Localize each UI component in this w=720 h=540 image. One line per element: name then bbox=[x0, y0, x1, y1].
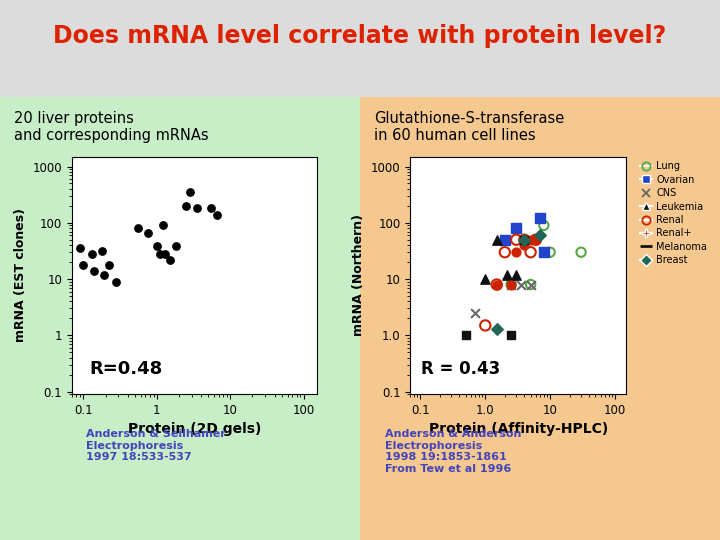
Point bbox=[151, 242, 163, 251]
Point bbox=[510, 248, 522, 256]
X-axis label: Protein (Affinity-HPLC): Protein (Affinity-HPLC) bbox=[429, 422, 608, 436]
Point bbox=[499, 248, 510, 256]
Text: 20 liver proteins
and corresponding mRNAs: 20 liver proteins and corresponding mRNA… bbox=[14, 111, 209, 143]
Point bbox=[491, 235, 503, 244]
Point bbox=[518, 235, 530, 244]
Legend: Lung, Ovarian, CNS, Leukemia, Renal, Renal+, Melanoma, Breast: Lung, Ovarian, CNS, Leukemia, Renal, Ren… bbox=[640, 161, 707, 265]
Point bbox=[211, 210, 222, 219]
Text: R = 0.43: R = 0.43 bbox=[421, 360, 500, 377]
Text: Anderson & Seilhamer
Electrophoresis
1997 18:533-537: Anderson & Seilhamer Electrophoresis 199… bbox=[86, 429, 226, 462]
Point bbox=[499, 235, 510, 244]
Point bbox=[575, 248, 587, 256]
Point bbox=[142, 229, 153, 238]
Y-axis label: mRNA (Northern): mRNA (Northern) bbox=[353, 214, 366, 336]
Point bbox=[157, 221, 168, 230]
Text: R=0.48: R=0.48 bbox=[89, 360, 163, 377]
Point bbox=[181, 201, 192, 210]
Text: Anderson & Anderson
Electrophoresis
1998 19:1853-1861
From Tew et al 1996: Anderson & Anderson Electrophoresis 1998… bbox=[385, 429, 521, 474]
Y-axis label: mRNA (EST clones): mRNA (EST clones) bbox=[14, 208, 27, 342]
Point bbox=[530, 235, 541, 244]
Point bbox=[205, 204, 217, 213]
Point bbox=[460, 331, 472, 340]
Point bbox=[184, 188, 196, 197]
Point bbox=[510, 235, 522, 244]
Point bbox=[491, 280, 503, 289]
Point bbox=[469, 309, 481, 318]
Point bbox=[502, 271, 513, 279]
Point bbox=[491, 280, 503, 289]
Point bbox=[89, 267, 100, 275]
Point bbox=[154, 249, 166, 258]
Point bbox=[160, 249, 171, 258]
Point bbox=[74, 244, 86, 253]
Point bbox=[132, 224, 143, 233]
Point bbox=[480, 321, 491, 330]
Point bbox=[505, 331, 517, 340]
Point bbox=[164, 255, 176, 264]
Point bbox=[103, 260, 114, 269]
X-axis label: Protein (2D gels): Protein (2D gels) bbox=[127, 422, 261, 436]
Point bbox=[510, 224, 522, 233]
Point bbox=[510, 271, 522, 279]
Text: Glutathione-S-transferase
in 60 human cell lines: Glutathione-S-transferase in 60 human ce… bbox=[374, 111, 564, 143]
Point bbox=[505, 280, 517, 289]
Point bbox=[480, 275, 491, 284]
Point bbox=[525, 280, 536, 289]
Point bbox=[525, 248, 536, 256]
Point bbox=[110, 278, 122, 286]
Point bbox=[78, 260, 89, 269]
Point bbox=[515, 280, 526, 289]
Point bbox=[86, 249, 97, 258]
Point bbox=[96, 246, 108, 255]
Point bbox=[491, 325, 503, 333]
Point bbox=[534, 231, 546, 240]
Point bbox=[538, 221, 549, 230]
Text: Does mRNA level correlate with protein level?: Does mRNA level correlate with protein l… bbox=[53, 24, 667, 48]
Point bbox=[191, 204, 202, 213]
Point bbox=[525, 235, 536, 244]
Point bbox=[518, 235, 530, 244]
Point bbox=[544, 248, 556, 256]
Point bbox=[525, 280, 536, 289]
Point bbox=[518, 235, 530, 244]
Point bbox=[170, 242, 181, 251]
Point bbox=[505, 280, 517, 289]
Point bbox=[534, 214, 546, 222]
Point bbox=[538, 248, 549, 256]
Point bbox=[530, 235, 541, 244]
Point bbox=[505, 280, 517, 289]
Point bbox=[518, 241, 530, 249]
Point bbox=[98, 271, 109, 279]
